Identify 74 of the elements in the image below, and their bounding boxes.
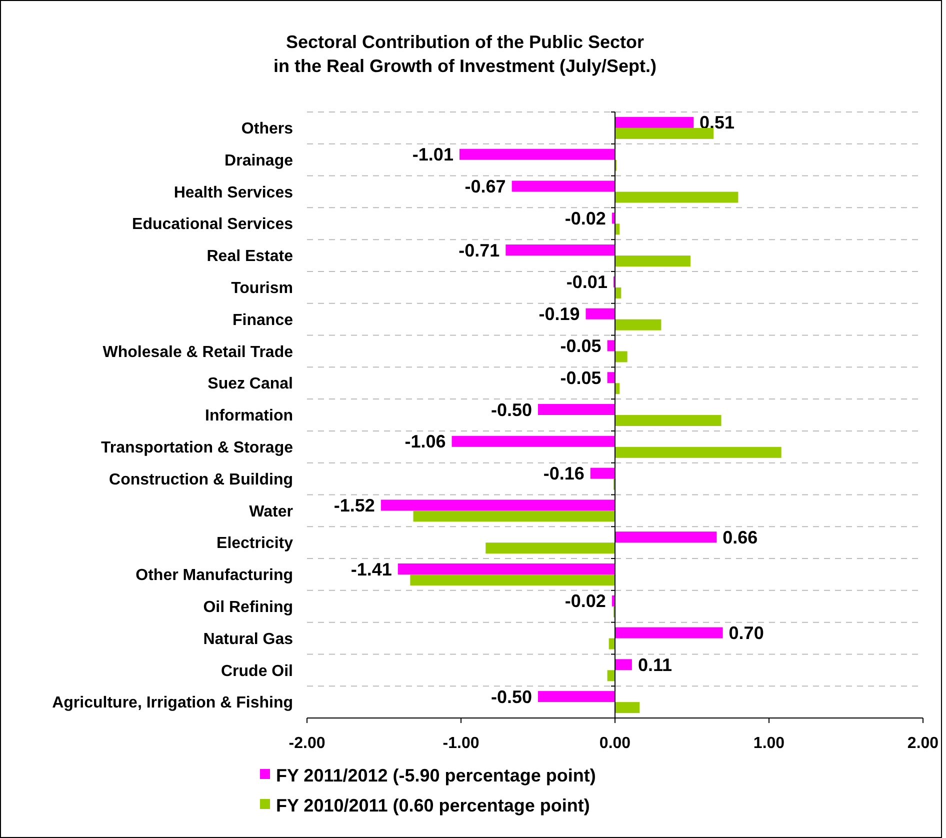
y-tick-label: Drainage <box>224 152 294 170</box>
bar <box>615 351 628 362</box>
bar <box>607 670 615 682</box>
x-tick-label: 0.00 <box>599 735 631 752</box>
bar <box>615 659 632 670</box>
data-label: -0.50 <box>490 400 532 420</box>
data-label: -0.05 <box>560 336 602 356</box>
y-tick-label: Natural Gas <box>203 630 294 648</box>
y-tick-label: Finance <box>232 312 294 329</box>
bar <box>452 436 615 447</box>
data-label: -0.19 <box>538 304 580 324</box>
y-tick-label: Information <box>205 408 293 425</box>
bar <box>380 500 615 511</box>
y-tick-label: Suez Canal <box>208 376 293 393</box>
data-label: 0.51 <box>700 112 735 133</box>
legend-label: FY 2010/2011 (0.60 percentage point) <box>276 795 590 816</box>
data-label: -1.06 <box>404 432 446 452</box>
y-tick-label: Educational Services <box>132 216 294 234</box>
y-tick-label: Oil Refining <box>203 598 293 616</box>
legend-label: FY 2011/2012 (-5.90 percentage point) <box>276 765 596 786</box>
data-label: -1.01 <box>412 144 454 165</box>
data-label: 0.11 <box>638 654 672 675</box>
data-label: 0.70 <box>728 623 764 644</box>
bar <box>413 510 615 522</box>
x-tick-label: 2.00 <box>907 735 939 752</box>
data-label: -0.67 <box>464 176 506 197</box>
data-label: -0.71 <box>458 240 500 260</box>
data-label: -0.50 <box>490 686 532 707</box>
data-label: -1.52 <box>334 495 375 516</box>
bar <box>538 404 615 415</box>
y-tick-label: Agriculture, Irrigation & Fishing <box>52 694 293 712</box>
bar <box>590 468 615 479</box>
data-label: 0.66 <box>722 527 758 548</box>
y-tick-label: Transportation & Storage <box>100 439 294 456</box>
bar <box>398 563 615 574</box>
bar <box>615 702 640 714</box>
bar <box>615 627 723 638</box>
bar <box>459 148 615 160</box>
bar <box>512 180 615 192</box>
data-label: -0.02 <box>564 591 606 612</box>
y-tick-label: Others <box>241 120 294 138</box>
bar <box>410 574 615 586</box>
bar <box>607 340 615 352</box>
bar <box>615 128 714 139</box>
y-tick-label: Water <box>249 503 293 520</box>
data-label: -0.01 <box>566 272 608 292</box>
y-tick-label: Construction & Building <box>109 471 293 488</box>
x-tick-label: 1.00 <box>753 735 785 752</box>
bar <box>607 372 615 384</box>
x-tick-label: -2.00 <box>288 735 326 752</box>
y-tick-label: Electricity <box>216 535 294 552</box>
bar <box>615 256 690 267</box>
bar <box>615 446 782 458</box>
bar <box>538 691 615 702</box>
bar <box>615 116 694 128</box>
bar <box>615 319 662 330</box>
y-tick-label: Crude Oil <box>220 662 293 680</box>
y-tick-label: Real Estate <box>206 248 294 266</box>
data-label: -0.02 <box>564 208 606 228</box>
y-tick-label: Wholesale & Retail Trade <box>102 344 294 361</box>
x-tick-label: -1.00 <box>442 735 480 752</box>
chart-title: Sectoral Contribution of the Public Sector in the Real Growth of Investment (July/Sept.) <box>273 32 657 76</box>
y-tick-label: Health Services <box>174 184 294 202</box>
bar <box>586 308 615 320</box>
data-label: -1.41 <box>350 559 392 580</box>
bar <box>506 244 615 256</box>
y-tick-label: Tourism <box>231 280 293 298</box>
bar <box>615 192 738 203</box>
bar <box>615 415 722 426</box>
bar <box>615 532 717 543</box>
data-label: -0.16 <box>543 464 584 484</box>
data-label: -0.05 <box>560 368 602 388</box>
y-tick-label: Other Manufacturing <box>136 567 293 584</box>
bar <box>486 542 615 554</box>
